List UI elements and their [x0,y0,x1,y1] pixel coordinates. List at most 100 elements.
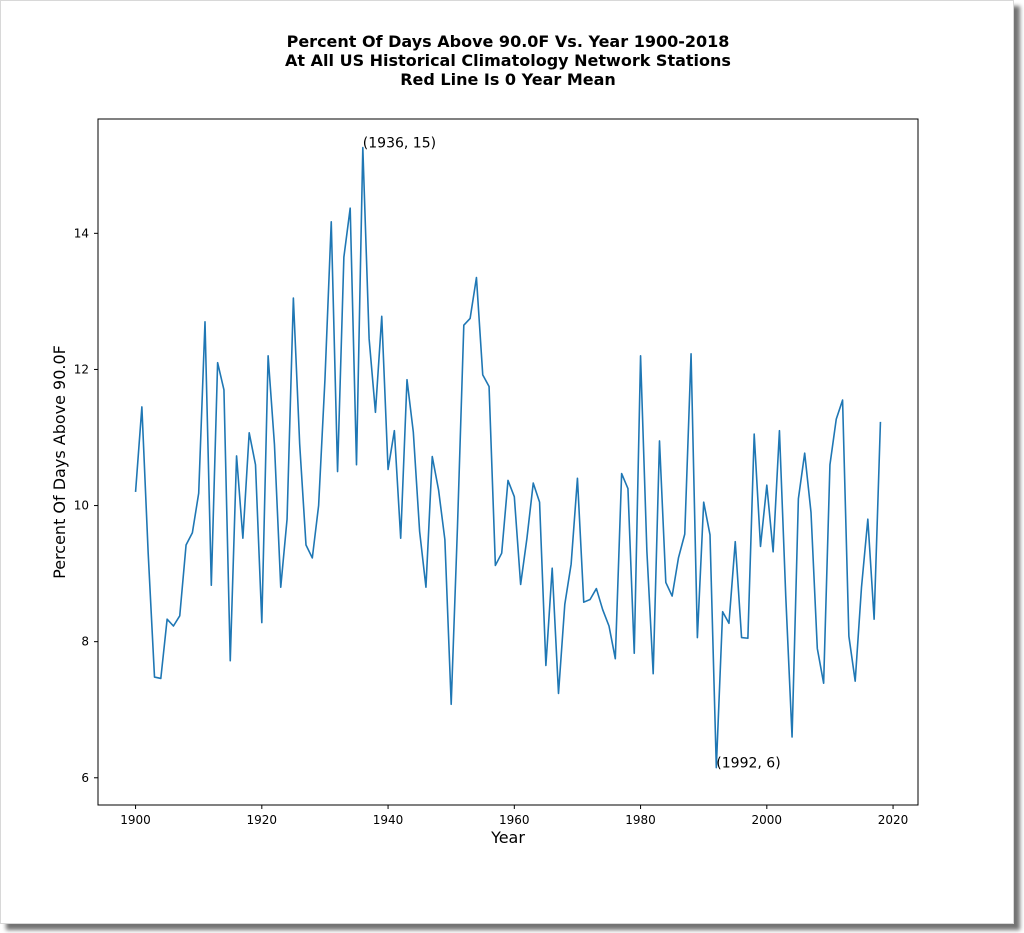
data-point [311,556,314,559]
data-point [544,664,547,667]
data-point [727,622,730,625]
annotation-label: (1992, 6) [716,756,780,772]
data-point [159,677,162,680]
data-point [797,497,800,500]
data-point [374,411,377,414]
x-tick-label: 1940 [373,813,404,827]
y-tick-label: 14 [74,226,89,240]
data-point [639,354,642,357]
data-point [626,487,629,490]
data-point [683,533,686,536]
x-tick-label: 2000 [752,813,783,827]
data-point [191,531,194,534]
annotations: (1936, 15) (1992, 6) [363,136,781,772]
data-point [456,524,459,527]
data-point [254,463,257,466]
data-point [235,454,238,457]
data-point [873,618,876,621]
data-point [721,610,724,613]
data-point [696,636,699,639]
data-point [507,479,510,482]
data-point [153,676,156,679]
data-point [443,538,446,541]
data-point [229,659,232,662]
data-point [576,477,579,480]
y-axis: 6 8 10 12 14 [74,226,98,785]
data-point [810,511,813,514]
x-tick-label: 2020 [878,813,909,827]
data-point [260,621,263,624]
data-point [500,552,503,555]
data-point [349,207,352,210]
data-point [241,537,244,540]
series-line [134,146,882,769]
data-point [746,637,749,640]
chart-title-line-3: Red Line Is 0 Year Mean [400,70,616,89]
data-point [380,315,383,318]
data-point [614,657,617,660]
data-point [475,276,478,279]
chart-title-line-1: Percent Of Days Above 90.0F Vs. Year 190… [286,32,730,51]
data-point [197,492,200,495]
data-point [860,586,863,589]
data-point [582,601,585,604]
chart-title-line-2: At All US Historical Climatology Network… [285,51,731,70]
data-point [772,550,775,553]
data-point [645,550,648,553]
data-point [393,429,396,432]
data-point [292,296,295,299]
data-point [822,682,825,685]
data-point [330,220,333,223]
data-point [248,431,251,434]
data-point [652,672,655,675]
data-point [671,595,674,598]
data-point [778,429,781,432]
data-point [462,324,465,327]
x-tick-label: 1960 [499,813,530,827]
data-point [298,443,301,446]
data-point [563,603,566,606]
x-axis-label: Year [490,828,525,847]
data-point [784,595,787,598]
data-point [791,735,794,738]
data-point [828,463,831,466]
data-point [166,618,169,621]
data-point [450,703,453,706]
data-point [387,468,390,471]
data-point [488,385,491,388]
data-point [286,518,289,521]
data-point [702,501,705,504]
data-point [532,482,535,485]
data-point [185,544,188,547]
data-point [210,584,213,587]
data-point [406,378,409,381]
data-point [412,431,415,434]
data-point [267,354,270,357]
data-point [279,586,282,589]
data-point [216,361,219,364]
data-point [323,378,326,381]
data-point [494,564,497,567]
data-point [866,518,869,521]
data-point [355,463,358,466]
data-point [759,545,762,548]
data-point [658,439,661,442]
data-point [633,652,636,655]
data-point [589,598,592,601]
data-point [273,443,276,446]
data-point [317,504,320,507]
data-point [172,625,175,628]
data-point [424,586,427,589]
data-point [601,608,604,611]
data-point [368,337,371,340]
data-point [847,635,850,638]
y-tick-label: 12 [74,362,89,376]
data-point [134,490,137,493]
data-point [147,552,150,555]
data-point [538,501,541,504]
annotation-label: (1936, 15) [363,136,436,152]
data-point [690,352,693,355]
data-point [879,420,882,423]
data-point [608,625,611,628]
